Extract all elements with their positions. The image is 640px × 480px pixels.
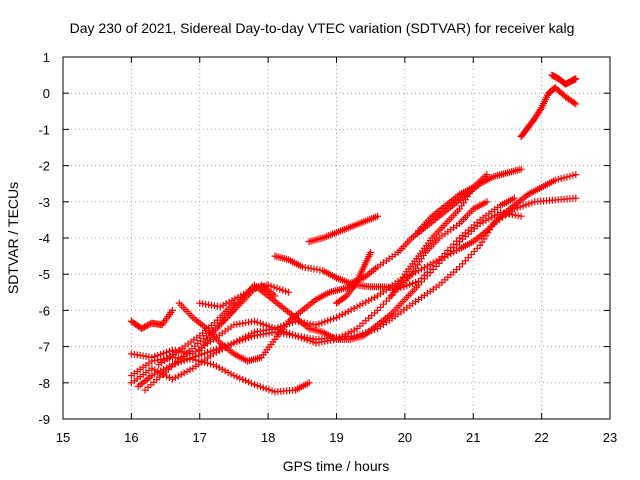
series-trace-2 — [127, 198, 491, 361]
data-point — [572, 194, 580, 202]
x-tick-label: 23 — [603, 430, 617, 445]
y-tick-label: -2 — [38, 159, 50, 174]
data-point — [374, 212, 382, 220]
series-trace-10 — [196, 281, 279, 311]
x-tick-label: 21 — [466, 430, 480, 445]
x-tick-label: 15 — [56, 430, 70, 445]
series-trace-5 — [134, 194, 580, 390]
series-trace-13 — [387, 171, 491, 300]
y-tick-label: -4 — [38, 231, 50, 246]
x-axis-label: GPS time / hours — [283, 458, 390, 474]
data-point — [285, 288, 293, 296]
y-tick-label: -5 — [38, 267, 50, 282]
data-point — [572, 171, 580, 179]
data-point — [517, 212, 525, 220]
y-tick-label: -8 — [38, 376, 50, 391]
data-point — [483, 198, 491, 206]
series-trace-17 — [548, 71, 580, 88]
data-point — [517, 165, 525, 173]
series-trace-4 — [127, 306, 176, 332]
data-point — [469, 183, 477, 191]
grid — [63, 57, 610, 419]
series-trace-14 — [305, 212, 382, 246]
series-trace-16 — [517, 84, 580, 141]
series-trace-15 — [415, 183, 477, 235]
x-tick-label: 16 — [124, 430, 138, 445]
y-tick-label: 0 — [43, 86, 50, 101]
series-trace-1 — [127, 353, 313, 396]
data-point — [483, 171, 491, 179]
data-point — [510, 194, 518, 202]
data-point — [572, 100, 580, 108]
data-point — [572, 75, 580, 83]
data-point — [537, 105, 545, 113]
data-marks — [127, 71, 580, 396]
x-tick-label: 22 — [534, 430, 548, 445]
x-tick-label: 18 — [261, 430, 275, 445]
y-axis-label: SDTVAR / TECUs — [5, 182, 21, 294]
x-tick-label: 20 — [398, 430, 412, 445]
series-trace-12 — [333, 248, 375, 307]
y-tick-label: -3 — [38, 195, 50, 210]
series-trace-7 — [155, 299, 238, 369]
data-point — [168, 306, 176, 314]
series-trace-11 — [271, 165, 525, 287]
chart-title: Day 230 of 2021, Sidereal Day-to-day VTE… — [70, 20, 575, 36]
y-tick-label: -1 — [38, 122, 50, 137]
axis-ticks: 15 16 17 18 19 20 21 22 23 1 0 -1 -2 -3 -4 -5 -6 -7 -8 -9 — [38, 50, 617, 445]
data-point — [271, 292, 279, 300]
x-tick-label: 17 — [193, 430, 207, 445]
y-tick-label: 1 — [43, 50, 50, 65]
x-tick-label: 19 — [329, 430, 343, 445]
data-point — [367, 248, 375, 256]
y-tick-label: -9 — [38, 412, 50, 427]
y-tick-label: -7 — [38, 340, 50, 355]
data-point — [570, 99, 578, 107]
series-trace-9 — [196, 209, 525, 354]
data-point — [305, 379, 313, 387]
y-tick-label: -6 — [38, 303, 50, 318]
